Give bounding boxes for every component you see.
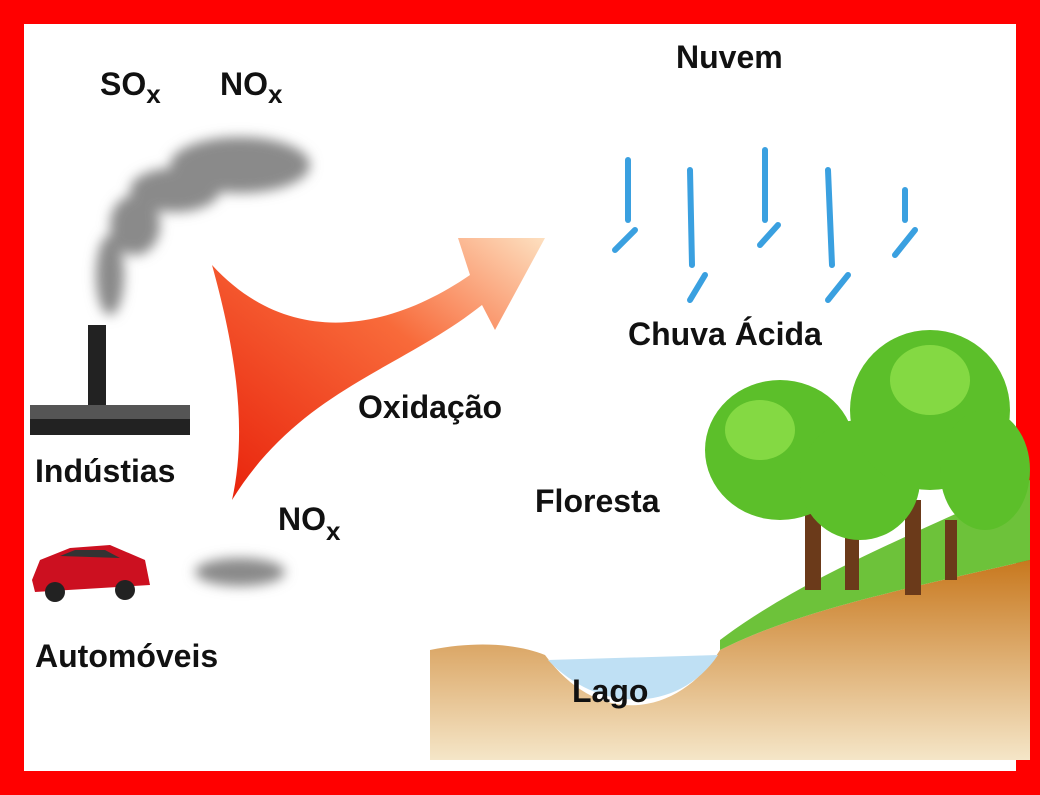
subscript: x bbox=[146, 79, 161, 109]
lake-label: Lago bbox=[572, 673, 648, 709]
formula: NO bbox=[278, 501, 326, 537]
forest-label: Floresta bbox=[535, 483, 660, 519]
subscript: x bbox=[268, 79, 283, 109]
formula: SO bbox=[100, 66, 146, 102]
cloud-label: Nuvem bbox=[676, 39, 783, 75]
industries-label: Indústias bbox=[35, 453, 175, 489]
subscript: x bbox=[326, 516, 341, 546]
formula: NO bbox=[220, 66, 268, 102]
acid-rain-label: Chuva Ácida bbox=[628, 316, 822, 352]
cars-label: Automóveis bbox=[35, 638, 218, 674]
oxidation-label: Oxidação bbox=[358, 389, 502, 425]
diagram: SOx NOx NOx Nuvem Chuva Ácida Oxidação I… bbox=[0, 0, 1040, 795]
